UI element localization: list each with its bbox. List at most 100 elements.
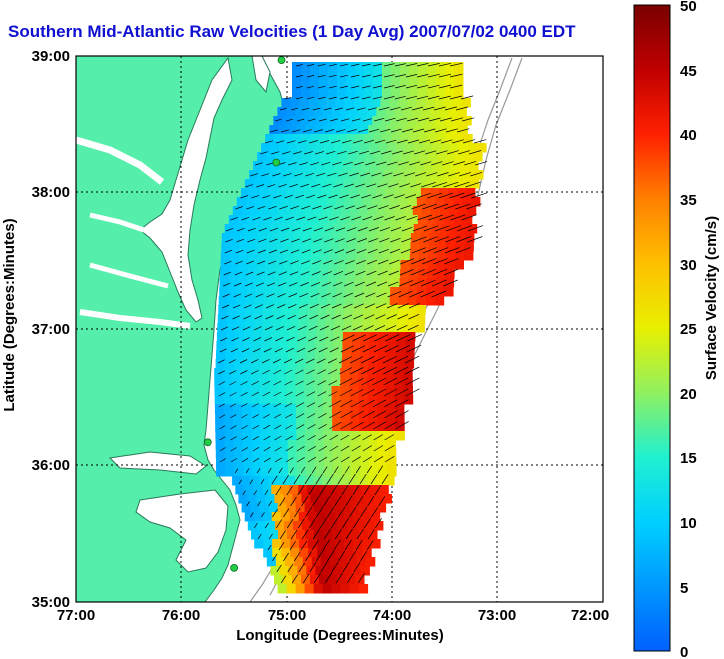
velocity-cell [229, 251, 240, 261]
velocity-vector [283, 173, 292, 177]
velocity-cell [250, 368, 260, 378]
velocity-cell [267, 188, 278, 198]
velocity-cell [465, 188, 476, 198]
velocity-vector [373, 456, 384, 463]
velocity-cell [299, 539, 309, 549]
velocity-vector [230, 425, 237, 430]
velocity-vector [433, 247, 449, 254]
velocity-cell [320, 242, 330, 252]
velocity-cell [442, 161, 452, 171]
velocity-vector [264, 489, 269, 496]
velocity-cell [409, 71, 419, 81]
velocity-cell [342, 458, 352, 468]
velocity-cell [292, 251, 303, 261]
velocity-cell [285, 170, 295, 180]
velocity-cell [274, 251, 285, 261]
velocity-cell [244, 314, 255, 324]
velocity-vector [370, 150, 381, 155]
velocity-cell [440, 224, 451, 234]
velocity-vector [356, 259, 366, 265]
velocity-cell [310, 89, 320, 99]
velocity-cell [335, 296, 346, 306]
velocity-vector [412, 225, 428, 232]
velocity-cell [337, 521, 348, 531]
velocity-vector [243, 304, 252, 309]
velocity-cell [214, 386, 224, 396]
velocity-vector [295, 96, 303, 100]
velocity-cell [304, 404, 315, 414]
velocity-cell [446, 152, 456, 162]
velocity-vector [221, 304, 230, 309]
velocity-cell [358, 503, 369, 513]
velocity-cell [403, 377, 413, 387]
velocity-cell [256, 494, 266, 504]
velocity-cell [296, 125, 306, 135]
velocity-vector [384, 434, 395, 441]
velocity-cell [379, 323, 389, 333]
velocity-vector [311, 271, 321, 276]
colorbar-tick: 50 [680, 0, 697, 15]
velocity-cell [394, 386, 404, 396]
colorbar-label: Surface Velocity (cm/s) [703, 216, 720, 380]
velocity-cell [343, 485, 353, 495]
velocity-vector [394, 95, 406, 100]
velocity-cell [331, 503, 342, 513]
velocity-cell [444, 116, 454, 126]
velocity-cell [290, 98, 300, 108]
velocity-cell [301, 521, 312, 531]
velocity-cell [372, 116, 382, 126]
velocity-vector [262, 195, 271, 199]
velocity-cell [281, 548, 291, 558]
velocity-cell [355, 251, 366, 261]
velocity-cell [316, 161, 326, 171]
velocity-cell [386, 449, 397, 459]
velocity-cell [347, 152, 357, 162]
velocity-vector [350, 63, 360, 67]
velocity-cell [292, 89, 302, 99]
velocity-cell [326, 98, 336, 108]
velocity-vector [368, 238, 379, 243]
velocity-cell [228, 215, 239, 225]
velocity-vector [223, 282, 231, 287]
velocity-cell [395, 413, 405, 423]
velocity-cell [295, 476, 305, 486]
velocity-cell [427, 89, 437, 99]
velocity-vector [397, 303, 409, 309]
velocity-vector [345, 528, 353, 540]
velocity-vector [245, 271, 254, 276]
velocity-cell [309, 116, 319, 126]
velocity-vector [308, 484, 316, 496]
velocity-cell [425, 98, 435, 108]
velocity-cell [306, 143, 316, 153]
velocity-cell [376, 386, 386, 396]
velocity-vector [474, 139, 487, 144]
velocity-vector [314, 129, 323, 133]
velocity-cell [346, 575, 356, 585]
velocity-vector [351, 434, 361, 441]
velocity-vector [383, 63, 395, 67]
velocity-cell [286, 395, 297, 405]
velocity-cell [297, 566, 307, 576]
velocity-vector [322, 183, 332, 188]
velocity-cell [417, 278, 428, 288]
velocity-cell [340, 503, 351, 513]
velocity-cell [346, 71, 356, 81]
velocity-vector [330, 325, 341, 331]
velocity-vector [340, 216, 350, 221]
velocity-cell [453, 215, 464, 225]
velocity-cell [254, 197, 265, 207]
velocity-cell [283, 251, 294, 261]
velocity-cell [236, 305, 246, 315]
velocity-vector [382, 355, 397, 364]
rappahannock-river [89, 212, 151, 235]
velocity-vector [348, 150, 358, 155]
velocity-cell [252, 332, 263, 342]
velocity-cell [287, 422, 297, 432]
velocity-vector [410, 269, 425, 276]
velocity-cell [315, 566, 325, 576]
velocity-cell [384, 170, 394, 180]
velocity-vector [294, 552, 301, 562]
velocity-cell [362, 548, 372, 558]
velocity-cell [216, 332, 227, 342]
velocity-vector [389, 106, 401, 111]
